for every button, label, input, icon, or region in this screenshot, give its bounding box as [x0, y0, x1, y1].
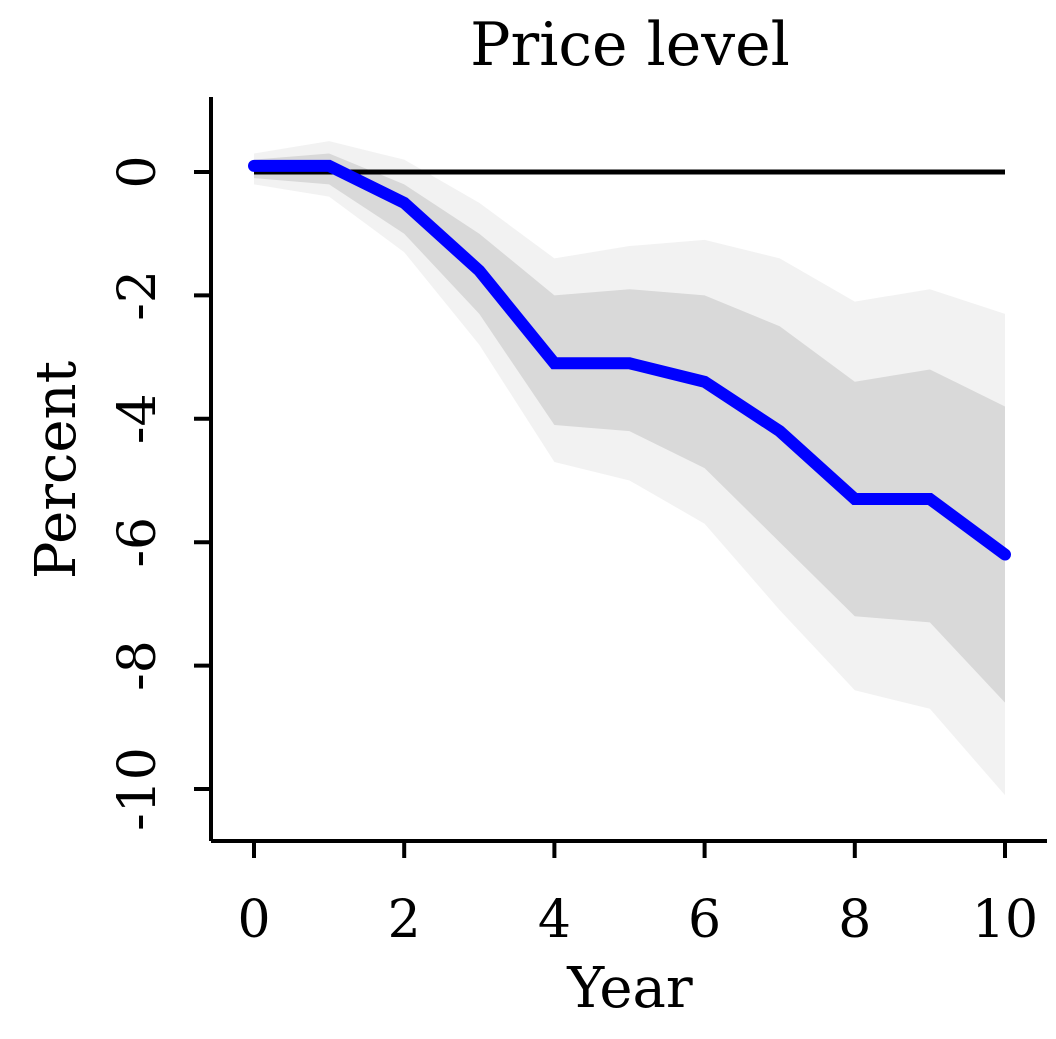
x-tick-label: 4 — [538, 890, 571, 950]
y-tick-label: -4 — [108, 393, 168, 444]
y-axis-label: Percent — [24, 360, 89, 579]
plot-area — [248, 141, 1011, 796]
y-axis-ticks: 0 -2 -4 -6 -8 -10 — [108, 155, 211, 831]
x-tick-label: 10 — [972, 890, 1038, 950]
y-tick-label: -6 — [108, 517, 168, 568]
y-tick-label: -10 — [108, 747, 168, 831]
x-axis-ticks: 0 2 4 6 8 10 — [237, 841, 1038, 950]
x-tick-label: 2 — [388, 890, 421, 950]
x-tick-label: 6 — [688, 890, 721, 950]
outer-confidence-band — [254, 141, 1005, 796]
y-tick-label: 0 — [108, 155, 168, 188]
chart-title: Price level — [470, 10, 790, 80]
x-tick-label: 8 — [838, 890, 871, 950]
price-level-series-line — [248, 159, 1011, 561]
y-tick-label: -8 — [108, 640, 168, 691]
inner-confidence-band — [254, 153, 1005, 703]
y-tick-label: -2 — [108, 270, 168, 321]
x-axis-label: Year — [566, 956, 693, 1021]
x-tick-label: 0 — [237, 890, 270, 950]
